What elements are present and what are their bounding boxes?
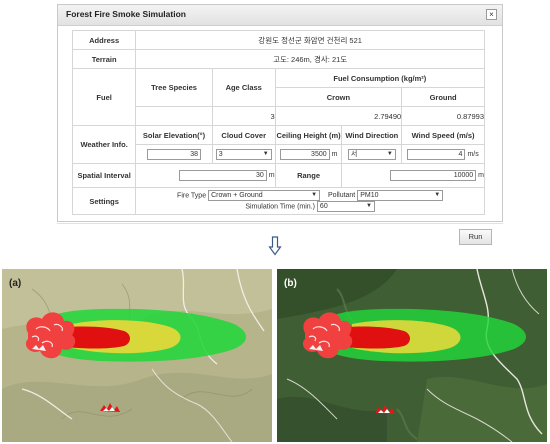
address-value: 강원도 정선군 화암면 건천리 521 (135, 30, 485, 50)
solar-elevation-input[interactable]: 38 (147, 148, 202, 160)
ceiling-height-unit: m (331, 150, 338, 158)
ceiling-height-header: Ceiling Height (m) (274, 125, 343, 145)
settings-label: Settings (71, 187, 137, 215)
fuel-label: Fuel (71, 68, 137, 126)
spatial-interval-label: Spatial Interval (71, 163, 137, 188)
age-class-header: Age Class (211, 68, 276, 107)
tree-species-value (135, 106, 213, 126)
sim-time-select[interactable]: 60 ▼ (316, 201, 375, 212)
smoke-plume (42, 308, 246, 362)
ground-value: 0.87993 (401, 106, 485, 126)
wind-direction-select[interactable]: 서 ▼ (347, 148, 396, 160)
dialog-titlebar: Forest Fire Smoke Simulation × (58, 5, 502, 26)
pollutant-selected: PM10 (360, 191, 379, 199)
terrain-label: Terrain (71, 49, 137, 69)
fire-type-selected: Crown + Ground (211, 191, 263, 199)
smoke-plume (322, 308, 526, 362)
pollutant-select[interactable]: PM10 ▼ (357, 189, 444, 201)
terrain-value: 고도: 246m, 경사: 21도 (135, 49, 485, 69)
wind-speed-input[interactable]: 4 (407, 148, 466, 160)
fire-type-select[interactable]: Crown + Ground ▼ (208, 189, 321, 201)
crown-value: 2.79490 (274, 106, 403, 126)
fuel-consumption-header: Fuel Consumption (kg/m²) (274, 68, 486, 88)
down-arrow-icon (268, 236, 282, 256)
address-label: Address (71, 30, 137, 50)
divider (57, 223, 503, 224)
simulation-dialog: Forest Fire Smoke Simulation × Address 강… (57, 4, 503, 222)
fire-spot (100, 403, 120, 412)
fire-spot (375, 405, 395, 414)
wind-direction-selected: 서 (350, 150, 358, 158)
map-a-label: (a) (9, 278, 22, 289)
chevron-down-icon: ▼ (365, 203, 372, 209)
range-input[interactable]: 10000 (390, 170, 477, 181)
satellite-map-panel: (b) (277, 269, 547, 442)
age-class-value: 3 (211, 106, 276, 126)
sim-time-selected: 60 (319, 203, 328, 210)
chevron-down-icon: ▼ (311, 191, 318, 198)
close-icon: × (489, 10, 494, 19)
wind-speed-unit: m/s (467, 150, 479, 158)
weather-label: Weather Info. (71, 125, 137, 164)
pollutant-label: Pollutant (328, 192, 356, 199)
tree-species-header: Tree Species (135, 68, 213, 107)
fire-area (302, 312, 353, 359)
cloud-cover-selected: 3 (218, 150, 223, 158)
fire-type-label: Fire Type (177, 192, 207, 199)
satellite-map (277, 269, 547, 442)
ground-header: Ground (401, 87, 485, 107)
close-button[interactable]: × (486, 9, 497, 20)
terrain-map-panel: (a) (2, 269, 272, 442)
wind-speed-header: Wind Speed (m/s) (401, 125, 485, 145)
sim-time-label: Simulation Time (min.) (245, 203, 315, 211)
cloud-cover-header: Cloud Cover (211, 125, 276, 145)
simulation-form: Address 강원도 정선군 화암면 건천리 521 Terrain 고도: … (71, 30, 486, 215)
range-unit: m (478, 172, 484, 179)
ceiling-height-input[interactable]: 3500 (279, 148, 330, 160)
run-button[interactable]: Run (459, 229, 492, 245)
chevron-down-icon: ▼ (262, 150, 269, 157)
fire-area (25, 312, 76, 359)
solar-elevation-header: Solar Elevation(°) (135, 125, 213, 145)
terrain-map (2, 269, 272, 442)
chevron-down-icon: ▼ (434, 191, 441, 198)
cloud-cover-select[interactable]: 3 ▼ (215, 148, 272, 160)
chevron-down-icon: ▼ (386, 150, 393, 157)
range-label: Range (274, 163, 343, 188)
wind-direction-header: Wind Direction (341, 125, 403, 145)
crown-header: Crown (274, 87, 403, 107)
spatial-interval-input[interactable]: 30 (178, 170, 267, 181)
spatial-interval-unit: m (268, 172, 275, 179)
dialog-title: Forest Fire Smoke Simulation (66, 9, 186, 19)
map-b-label: (b) (284, 278, 297, 289)
